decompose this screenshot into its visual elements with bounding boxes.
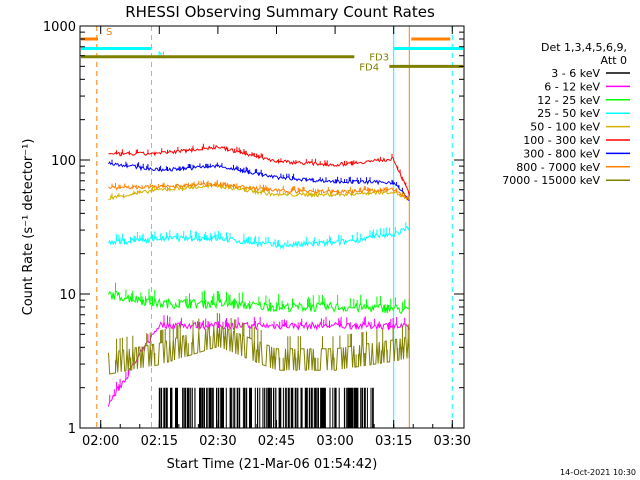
- series-line-3-6-kev: [158, 387, 374, 428]
- y-axis-label: Count Rate (s⁻¹ detector⁻¹): [21, 139, 36, 316]
- series-line-12-25-kev: [108, 282, 410, 315]
- legend-label-3: 25 - 50 keV: [537, 107, 600, 120]
- plot-frame: [79, 25, 465, 429]
- legend-label-0: 3 - 6 keV: [551, 67, 600, 80]
- series-line-50-100-kev: [108, 181, 410, 201]
- flag-label-fd4: FD4: [359, 62, 379, 73]
- legend-label-8: 7000 - 15000 keV: [502, 174, 600, 187]
- series-line-7000-15000-kev: [108, 312, 410, 375]
- series-line-300-800-kev: [108, 159, 410, 201]
- x-tick-label-5: 03:15: [375, 434, 412, 449]
- y-tick-label-3: 1000: [43, 20, 76, 35]
- legend-label-6: 300 - 800 keV: [523, 147, 600, 160]
- plot-area: SNFD3FD4: [81, 26, 463, 428]
- x-tick-label-6: 03:30: [434, 434, 471, 449]
- legend-label-7: 800 - 7000 keV: [516, 161, 600, 174]
- series-line-100-300-kev: [108, 143, 410, 196]
- legend-header-line-1: Det 1,3,4,5,6,9,: [541, 41, 627, 54]
- legend-label-2: 12 - 25 keV: [537, 94, 600, 107]
- x-tick-label-3: 02:45: [258, 434, 295, 449]
- x-axis-label: Start Time (21-Mar-06 01:54:42): [167, 457, 378, 472]
- chart-title: RHESSI Observing Summary Count Rates: [125, 3, 435, 21]
- y-axis: 1 10 100 1000: [43, 20, 464, 437]
- legend-label-1: 6 - 12 keV: [544, 80, 600, 93]
- legend-label-4: 50 - 100 keV: [530, 121, 600, 134]
- footer-date: 14-Oct-2021 10:30: [560, 468, 636, 477]
- x-tick-label-2: 02:30: [199, 434, 236, 449]
- series-line-800-7000-kev: [108, 179, 410, 201]
- series-line-6-12-kev: [108, 315, 410, 407]
- legend-label-5: 100 - 300 keV: [523, 134, 600, 147]
- legend-header-line-2: Att 0: [601, 54, 627, 67]
- series-line-25-50-kev: [108, 222, 410, 250]
- x-tick-label-1: 02:15: [141, 434, 178, 449]
- y-tick-label-0: 1: [68, 422, 76, 437]
- x-axis: 02:00 02:15 02:30 02:45 03:00 03:15 03:30: [82, 26, 471, 449]
- flag-label-s: S: [106, 27, 112, 38]
- y-tick-label-2: 100: [51, 154, 76, 169]
- y-tick-label-1: 10: [59, 288, 76, 303]
- x-tick-label-4: 03:00: [316, 434, 353, 449]
- x-tick-label-0: 02:00: [82, 434, 119, 449]
- flag-label-fd3: FD3: [369, 53, 389, 64]
